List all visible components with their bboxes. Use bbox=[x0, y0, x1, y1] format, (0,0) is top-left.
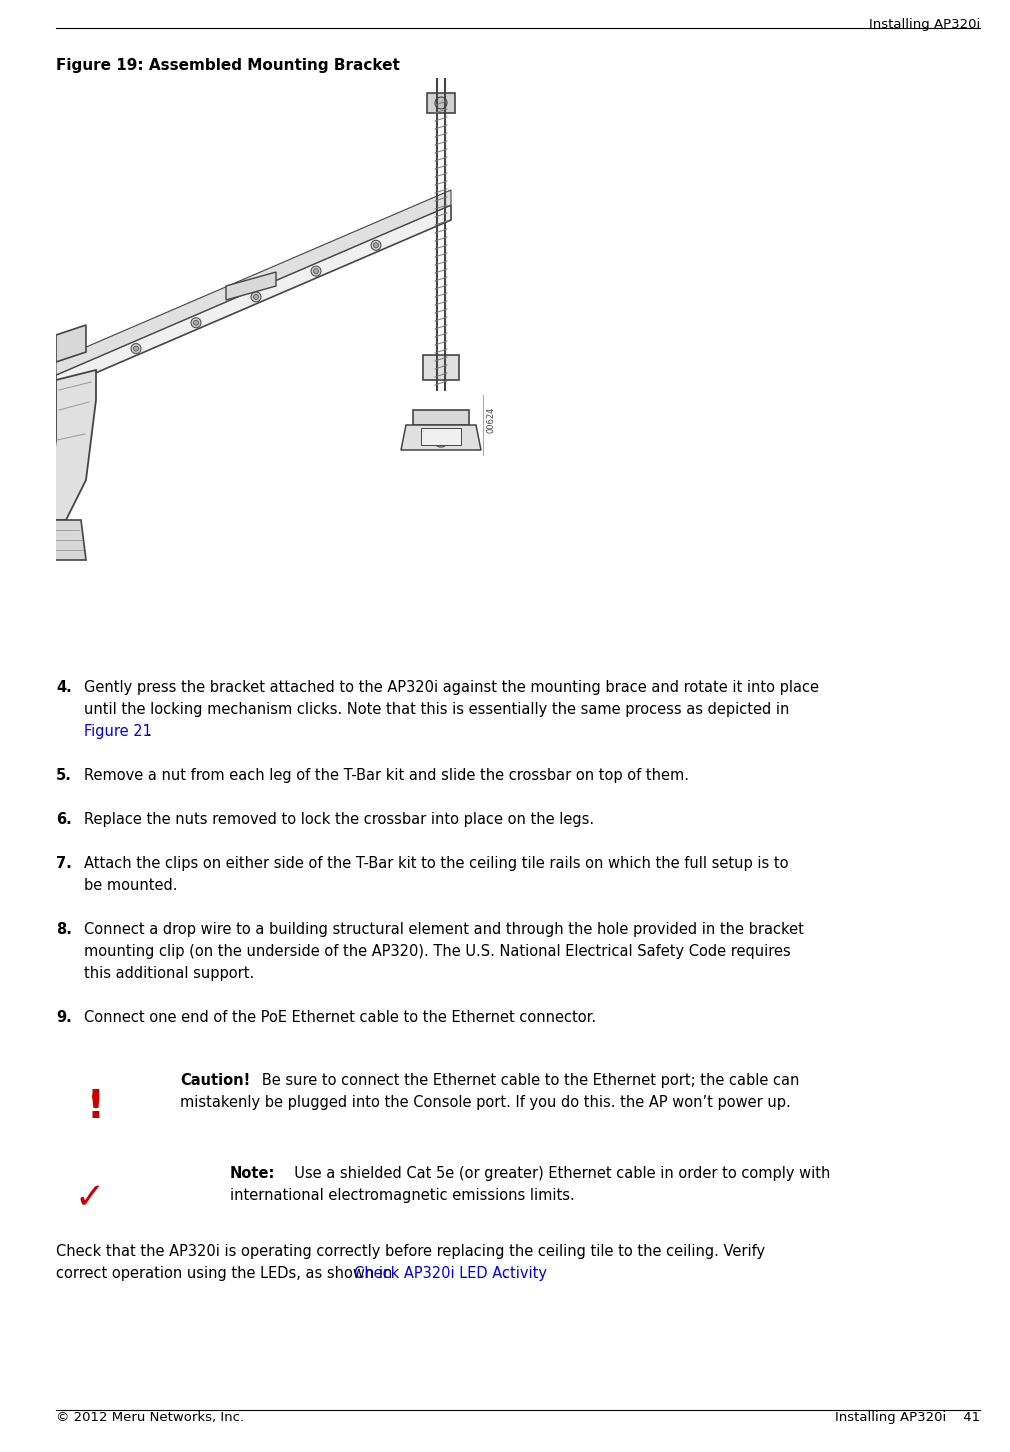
Circle shape bbox=[131, 344, 141, 354]
Polygon shape bbox=[50, 370, 96, 520]
Circle shape bbox=[371, 240, 381, 250]
Text: 5.: 5. bbox=[56, 768, 72, 783]
Circle shape bbox=[435, 97, 447, 109]
Text: ✓: ✓ bbox=[75, 1180, 105, 1215]
Polygon shape bbox=[413, 409, 469, 425]
Polygon shape bbox=[56, 190, 451, 375]
Polygon shape bbox=[401, 425, 481, 450]
Text: Replace the nuts removed to lock the crossbar into place on the legs.: Replace the nuts removed to lock the cro… bbox=[84, 812, 594, 828]
Text: Attach the clips on either side of the T-Bar kit to the ceiling tile rails on wh: Attach the clips on either side of the T… bbox=[84, 857, 789, 871]
Text: Remove a nut from each leg of the T-Bar kit and slide the crossbar on top of the: Remove a nut from each leg of the T-Bar … bbox=[84, 768, 689, 783]
Text: 8.: 8. bbox=[56, 922, 72, 937]
Text: international electromagnetic emissions limits.: international electromagnetic emissions … bbox=[230, 1188, 575, 1204]
Polygon shape bbox=[423, 354, 459, 380]
Polygon shape bbox=[427, 93, 454, 113]
Text: Installing AP320i: Installing AP320i bbox=[869, 17, 980, 30]
Circle shape bbox=[313, 269, 318, 273]
Polygon shape bbox=[226, 272, 276, 301]
Circle shape bbox=[194, 321, 199, 325]
Text: Caution!: Caution! bbox=[180, 1073, 250, 1088]
Circle shape bbox=[191, 318, 201, 328]
Text: Use a shielded Cat 5e (or greater) Ethernet cable in order to comply with: Use a shielded Cat 5e (or greater) Ether… bbox=[285, 1166, 830, 1180]
Text: Figure 19: Assembled Mounting Bracket: Figure 19: Assembled Mounting Bracket bbox=[56, 58, 400, 73]
Text: Connect one end of the PoE Ethernet cable to the Ethernet connector.: Connect one end of the PoE Ethernet cabl… bbox=[84, 1011, 596, 1025]
Text: 9.: 9. bbox=[56, 1011, 72, 1025]
Text: Installing AP320i    41: Installing AP320i 41 bbox=[835, 1411, 980, 1424]
Text: © 2012 Meru Networks, Inc.: © 2012 Meru Networks, Inc. bbox=[56, 1411, 244, 1424]
Circle shape bbox=[133, 346, 138, 351]
Text: Check that the AP320i is operating correctly before replacing the ceiling tile t: Check that the AP320i is operating corre… bbox=[56, 1244, 766, 1259]
Text: 6.: 6. bbox=[56, 812, 72, 828]
Circle shape bbox=[254, 295, 259, 299]
Text: mounting clip (on the underside of the AP320). The U.S. National Electrical Safe: mounting clip (on the underside of the A… bbox=[84, 944, 791, 958]
Text: Connect a drop wire to a building structural element and through the hole provid: Connect a drop wire to a building struct… bbox=[84, 922, 804, 937]
Circle shape bbox=[251, 292, 261, 302]
Polygon shape bbox=[56, 205, 451, 391]
Polygon shape bbox=[421, 428, 461, 444]
Polygon shape bbox=[36, 520, 86, 560]
Text: 00624: 00624 bbox=[487, 407, 496, 433]
Text: Gently press the bracket attached to the AP320i against the mounting brace and r: Gently press the bracket attached to the… bbox=[84, 680, 819, 696]
Text: be mounted.: be mounted. bbox=[84, 878, 178, 893]
Text: mistakenly be plugged into the Console port. If you do this. the AP won’t power : mistakenly be plugged into the Console p… bbox=[180, 1095, 791, 1109]
Text: .: . bbox=[502, 1266, 507, 1281]
Text: Figure 21: Figure 21 bbox=[84, 725, 152, 739]
Text: this additional support.: this additional support. bbox=[84, 966, 255, 982]
Text: 7.: 7. bbox=[56, 857, 72, 871]
Circle shape bbox=[434, 433, 448, 447]
Text: correct operation using the LEDs, as shown in: correct operation using the LEDs, as sho… bbox=[56, 1266, 397, 1281]
Text: Be sure to connect the Ethernet cable to the Ethernet port; the cable can: Be sure to connect the Ethernet cable to… bbox=[248, 1073, 799, 1088]
Polygon shape bbox=[56, 325, 86, 362]
Text: 4.: 4. bbox=[56, 680, 72, 696]
Text: until the locking mechanism clicks. Note that this is essentially the same proce: until the locking mechanism clicks. Note… bbox=[84, 701, 790, 717]
Circle shape bbox=[311, 266, 321, 276]
Text: !: ! bbox=[86, 1088, 104, 1125]
Text: Check AP320i LED Activity: Check AP320i LED Activity bbox=[354, 1266, 547, 1281]
Text: Note:: Note: bbox=[230, 1166, 276, 1180]
Circle shape bbox=[374, 242, 379, 248]
Text: .: . bbox=[146, 725, 150, 739]
